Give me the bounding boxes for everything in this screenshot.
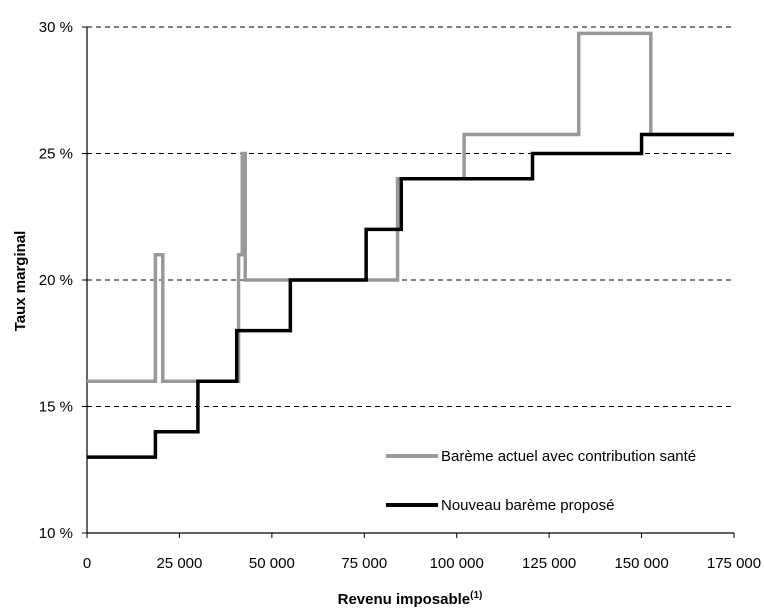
grid-lines bbox=[87, 26, 734, 407]
x-tick-label-6: 150 000 bbox=[614, 555, 668, 572]
legend: Barème actuel avec contribution santé No… bbox=[386, 448, 696, 514]
x-tick-label-5: 125 000 bbox=[522, 555, 576, 572]
x-axis-title-superscript: (1) bbox=[470, 590, 482, 601]
series-lines bbox=[87, 31, 734, 459]
series-line-proposed bbox=[87, 132, 734, 459]
x-axis-title-main: Revenu imposable bbox=[338, 591, 471, 608]
y-tick-label-3: 25 % bbox=[39, 146, 73, 163]
x-tick-label-2: 50 000 bbox=[249, 555, 295, 572]
legend-label-proposed: Nouveau barème proposé bbox=[441, 497, 614, 514]
y-tick-label-0: 10 % bbox=[39, 525, 73, 542]
x-tick-label-4: 100 000 bbox=[430, 555, 484, 572]
x-tick-label-3: 75 000 bbox=[341, 555, 387, 572]
series-line-current bbox=[87, 31, 734, 383]
y-tick-label-2: 20 % bbox=[39, 272, 73, 289]
y-tick-label-1: 15 % bbox=[39, 399, 73, 416]
y-tick-labels: 10 % 15 % 20 % 25 % 30 % bbox=[39, 19, 73, 542]
legend-label-current: Barème actuel avec contribution santé bbox=[441, 448, 696, 465]
x-tick-label-1: 25 000 bbox=[156, 555, 202, 572]
x-tick-label-0: 0 bbox=[83, 555, 91, 572]
x-tick-labels: 0 25 000 50 000 75 000 100 000 125 000 150 000… bbox=[83, 555, 761, 572]
x-tick-label-7: 175 000 bbox=[707, 555, 761, 572]
y-tick-label-4: 30 % bbox=[39, 19, 73, 36]
y-axis-title: Taux marginal bbox=[12, 231, 29, 332]
x-axis-title: Revenu imposable(1) bbox=[338, 590, 483, 608]
axes bbox=[82, 26, 735, 538]
